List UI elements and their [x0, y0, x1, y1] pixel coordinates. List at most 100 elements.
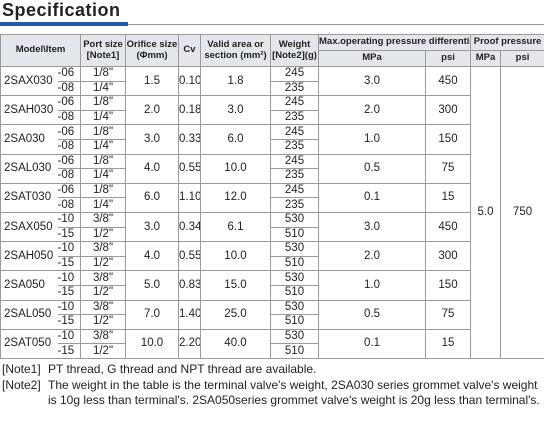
data-row: 2SAL030 -06 1/8" 4.0 0.55 10.0 245 0.5 75 — [0, 153, 544, 184]
suffix-cell: -15 — [57, 284, 81, 301]
area-cell: 15.0 — [200, 270, 271, 301]
cv-cell: 0.83 — [178, 270, 201, 301]
header-cell: MPa — [470, 50, 502, 67]
orifice-cell: 10.0 — [125, 328, 179, 359]
orifice-cell: 1.5 — [125, 65, 179, 97]
cv-cell: 1.40 — [178, 299, 201, 330]
data-row: -08 1/4" 235 — [1, 197, 544, 213]
port-cell: 3/8" — [80, 241, 126, 257]
title-rule — [128, 24, 544, 25]
mpa-cell: 0.5 — [318, 153, 426, 184]
port-cell: 1/4" — [80, 197, 126, 213]
mpa-cell: 3.0 — [318, 65, 426, 97]
psi-cell: 15 — [424, 182, 472, 213]
cv-cell: 0.55 — [178, 153, 201, 184]
port-cell: 1/2" — [80, 314, 126, 330]
weight-cell: 530 — [270, 299, 319, 316]
data-row: 2SAX030 -06 1/8" 1.5 0.10 1.8 245 3.0 450 5.0 750 — [0, 65, 544, 359]
data-row: 2SAT030 -06 1/8" 6.0 1.10 12.0 245 0.1 15 — [0, 182, 544, 213]
area-cell: 3.0 — [200, 95, 271, 126]
header-text: Port size — [83, 39, 123, 50]
suffix-cell: -06 — [57, 124, 81, 140]
mpa-cell: 2.0 — [318, 241, 426, 272]
header-text: Valid area or — [207, 39, 264, 50]
header-text: Cv — [183, 44, 196, 56]
note-label: [Note1] — [2, 362, 41, 376]
weight-cell: 510 — [270, 314, 319, 330]
mpa-cell: 1.0 — [318, 270, 426, 301]
model-cell: 2SA030 — [0, 124, 58, 155]
header-row: Model\Item Port size [Note1] Orifice size (Φ… — [0, 34, 544, 67]
header-cell: Max.operating pressure differentia — [317, 34, 472, 51]
weight-cell: 245 — [270, 66, 319, 82]
cv-cell: 0.33 — [178, 124, 201, 155]
weight-cell: 530 — [270, 328, 319, 345]
mpa-cell: 0.1 — [318, 182, 426, 213]
suffix-cell: -10 — [57, 328, 81, 345]
area-cell: 1.8 — [200, 65, 271, 97]
suffix-cell: -15 — [57, 314, 81, 330]
suffix-cell: -06 — [57, 153, 81, 170]
header-text: Model\Item — [15, 44, 66, 56]
header-cell: Port size [Note1] — [80, 34, 126, 67]
note-label: [Note2] — [2, 377, 41, 392]
note-text: PT thread, G thread and NPT thread are a… — [48, 362, 317, 376]
weight-cell: 510 — [270, 255, 319, 272]
mpa-cell: 1.0 — [318, 124, 426, 155]
mpa-cell: 0.1 — [318, 328, 426, 359]
model-cell: 2SA050 — [0, 270, 58, 301]
notes: [Note1] PT thread, G thread and NPT threa… — [2, 362, 542, 409]
model-cell: 2SAL050 — [0, 299, 58, 330]
weight-cell: 510 — [270, 226, 319, 243]
header-cell: Orifice size (Φmm) — [125, 34, 179, 67]
header-text: (Φmm) — [136, 49, 168, 61]
data-row: 2SA050 -10 3/8" 5.0 0.83 15.0 530 1.0 150 — [0, 270, 544, 301]
data-row: 2SA030 -06 1/8" 3.0 0.33 6.0 245 1.0 150 — [0, 124, 544, 155]
note: [Note1] PT thread, G thread and NPT threa… — [2, 362, 542, 378]
data-row: 2SAH030 -06 1/8" 2.0 0.18 3.0 245 2.0 300 — [0, 95, 544, 126]
weight-cell: 530 — [270, 241, 319, 257]
cv-cell: 0.18 — [178, 95, 201, 126]
note: [Note2] The weight in the table is the te… — [2, 378, 542, 409]
proof-psi: 750 — [500, 66, 544, 359]
data-row: 2SAH050 -10 3/8" 4.0 0.55 10.0 530 2.0 300 — [0, 241, 544, 272]
cv-cell: 0.10 — [178, 65, 201, 97]
cv-cell: 2.20 — [178, 328, 201, 359]
suffix-cell: -10 — [57, 270, 81, 286]
suffix-cell: -06 — [57, 66, 81, 82]
data-row: -15 1/2" 510 — [1, 226, 544, 243]
header-text: Weight — [278, 39, 311, 50]
port-cell: 1/8" — [80, 95, 126, 111]
port-cell: 1/8" — [80, 182, 126, 199]
psi-cell: 150 — [424, 270, 472, 301]
psi-cell: 15 — [424, 328, 472, 359]
port-cell: 3/8" — [80, 270, 126, 286]
area-cell: 6.1 — [200, 211, 271, 243]
header-text: [Note2](g) — [272, 49, 317, 61]
weight-cell: 245 — [270, 153, 319, 170]
weight-cell: 235 — [270, 138, 319, 155]
weight-cell: 245 — [270, 124, 319, 140]
area-cell: 6.0 — [200, 124, 271, 155]
note-text: The weight in the table is the terminal … — [48, 377, 540, 408]
header-cell: Weight [Note2](g) — [270, 34, 319, 67]
area-cell: 10.0 — [200, 153, 271, 184]
port-cell: 1/8" — [80, 153, 126, 170]
orifice-cell: 5.0 — [125, 270, 179, 301]
header-text: Proof pressure — [473, 36, 542, 48]
model-cell: 2SAX050 — [0, 211, 58, 243]
header-cell: Cv — [178, 34, 201, 67]
suffix-cell: -08 — [57, 197, 81, 213]
port-cell: 1/4" — [80, 80, 126, 97]
orifice-cell: 3.0 — [125, 211, 179, 243]
title-bar — [0, 22, 128, 26]
suffix-cell: -15 — [57, 226, 81, 243]
port-cell: 1/4" — [80, 138, 126, 155]
data-row: 2SAT050 -10 3/8" 10.0 2.20 40.0 530 0.1 15 — [0, 328, 544, 359]
psi-cell: 150 — [424, 124, 472, 155]
port-cell: 1/4" — [80, 168, 126, 184]
suffix-cell: -08 — [57, 168, 81, 184]
orifice-cell: 6.0 — [125, 182, 179, 213]
model-cell: 2SAT050 — [0, 328, 58, 359]
